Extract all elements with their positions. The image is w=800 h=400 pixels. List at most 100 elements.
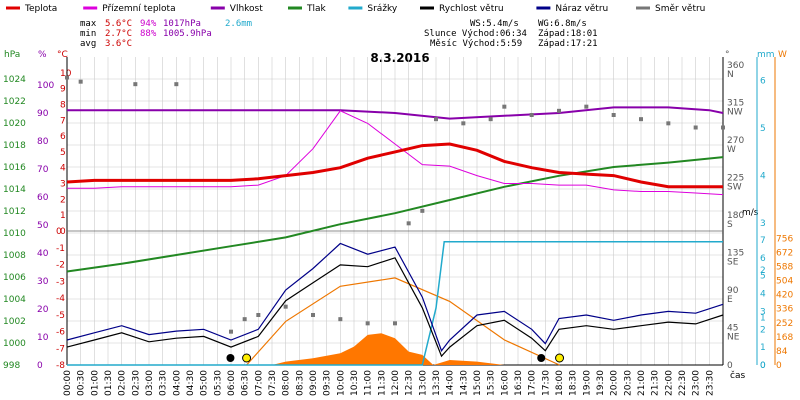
tick-x: 15:30 bbox=[487, 370, 497, 396]
stat-min-press: 1005.9hPa bbox=[163, 29, 212, 39]
tick-x: 18:30 bbox=[569, 370, 579, 396]
tick-temp: 3 bbox=[60, 180, 66, 190]
tick-pct: 30 bbox=[37, 277, 49, 287]
tick-rad: 588 bbox=[776, 263, 793, 273]
dir-point bbox=[557, 108, 561, 113]
tick-temp: 7 bbox=[60, 116, 66, 126]
dir-point bbox=[256, 313, 261, 317]
tick-rain: 5 bbox=[760, 124, 766, 134]
tick-x: 15:00 bbox=[473, 370, 483, 396]
tick-dir-name: SW bbox=[727, 183, 742, 193]
tick-dir-name: NW bbox=[727, 108, 743, 118]
tick-x: 19:30 bbox=[596, 370, 606, 396]
stat-max-label: max bbox=[80, 19, 97, 29]
tick-x: 17:00 bbox=[528, 370, 538, 396]
dir-point bbox=[666, 121, 671, 126]
dir-point bbox=[406, 221, 411, 226]
unit-w: W bbox=[778, 50, 787, 60]
moonset-marker bbox=[537, 354, 546, 362]
dir-point bbox=[529, 113, 534, 117]
tick-dir-name: S bbox=[727, 220, 733, 230]
stat-min-label: min bbox=[80, 29, 96, 39]
tick-pct: 20 bbox=[37, 305, 49, 315]
tick-temp-low: -4 bbox=[56, 294, 65, 304]
tick-rain: 0 bbox=[760, 361, 766, 371]
tick-temp: 5 bbox=[60, 148, 66, 158]
dir-point bbox=[721, 125, 725, 130]
tick-temp-low: -8 bbox=[56, 361, 65, 371]
tick-dir: 270 bbox=[727, 136, 744, 146]
dir-point bbox=[78, 79, 83, 84]
moonrise-marker bbox=[226, 354, 235, 362]
chart-title: 8.3.2016 bbox=[370, 51, 429, 65]
legend-label-1: Přízemní teplota bbox=[102, 4, 175, 14]
tick-pct: 100 bbox=[37, 81, 54, 91]
dir-point bbox=[611, 113, 616, 117]
tick-hpa: 1020 bbox=[3, 119, 26, 129]
stat-max-temp: 5.6°C bbox=[105, 19, 132, 29]
tick-x: 04:30 bbox=[186, 370, 196, 396]
dir-point bbox=[365, 321, 370, 326]
tick-wind: 7 bbox=[760, 236, 766, 246]
tick-x: 01:00 bbox=[90, 370, 100, 396]
tick-pct: 70 bbox=[37, 165, 49, 175]
tick-pct: 50 bbox=[37, 221, 49, 231]
tick-rad: 0 bbox=[776, 361, 782, 371]
dir-point bbox=[133, 82, 138, 87]
tick-hpa: 1018 bbox=[3, 141, 26, 151]
tick-dir: 45 bbox=[727, 324, 738, 334]
legend-label-6: Náraz větru bbox=[555, 4, 608, 14]
tick-x: 20:00 bbox=[610, 370, 620, 396]
tick-hpa: 1008 bbox=[3, 251, 26, 261]
tick-x: 12:00 bbox=[391, 370, 401, 396]
tick-hpa: 1014 bbox=[3, 185, 26, 195]
stat-max-hum: 94% bbox=[140, 19, 157, 29]
stat-min-temp: 2.7°C bbox=[105, 29, 132, 39]
tick-x: 00:30 bbox=[77, 370, 87, 396]
tick-x: 14:30 bbox=[459, 370, 469, 396]
tick-x: 06:30 bbox=[241, 370, 251, 396]
tick-x: 20:30 bbox=[623, 370, 633, 396]
tick-x: 07:30 bbox=[268, 370, 278, 396]
unit-hpa: hPa bbox=[4, 50, 20, 60]
tick-dir: 135 bbox=[727, 249, 744, 259]
dir-point bbox=[584, 104, 589, 109]
stat-max-press: 1017hPa bbox=[163, 19, 201, 29]
tick-x: 11:00 bbox=[364, 370, 374, 396]
tick-x: 09:30 bbox=[323, 370, 333, 396]
tick-dir: 360 bbox=[727, 61, 744, 71]
tick-wind: 5 bbox=[760, 272, 766, 282]
tick-dir-name: N bbox=[727, 70, 734, 80]
tick-x: 21:00 bbox=[637, 370, 647, 396]
tick-dir: 180 bbox=[727, 211, 744, 221]
tick-temp: 4 bbox=[60, 164, 66, 174]
sun-arc bbox=[246, 277, 560, 366]
tick-x: 08:00 bbox=[282, 370, 292, 396]
tick-temp: 2 bbox=[60, 195, 66, 205]
series-ground-temp bbox=[67, 110, 724, 196]
series-rain bbox=[67, 241, 723, 366]
tick-wind: 1 bbox=[760, 343, 766, 353]
tick-x: 16:00 bbox=[500, 370, 510, 396]
tick-temp: 10 bbox=[60, 69, 72, 79]
dir-point bbox=[311, 313, 315, 317]
dir-point bbox=[639, 117, 643, 122]
tick-rain: 1 bbox=[760, 314, 766, 324]
tick-x: 05:00 bbox=[200, 370, 210, 396]
tick-rain: 4 bbox=[760, 171, 766, 181]
tick-pct: 10 bbox=[37, 333, 49, 343]
tick-rad: 756 bbox=[776, 234, 793, 244]
tick-x: 07:00 bbox=[254, 370, 264, 396]
tick-temp-low: -3 bbox=[56, 277, 65, 287]
tick-hpa: 1016 bbox=[3, 163, 26, 173]
tick-temp-low: -2 bbox=[56, 261, 65, 271]
tick-rad: 420 bbox=[776, 291, 793, 301]
tick-x: 12:30 bbox=[405, 370, 415, 396]
sunset-marker bbox=[555, 353, 565, 363]
unit-pct: % bbox=[38, 50, 47, 60]
tick-pct: 90 bbox=[37, 109, 49, 119]
dir-point bbox=[338, 317, 343, 322]
stat-min-hum: 88% bbox=[140, 29, 157, 39]
tick-rad: 252 bbox=[776, 319, 793, 329]
